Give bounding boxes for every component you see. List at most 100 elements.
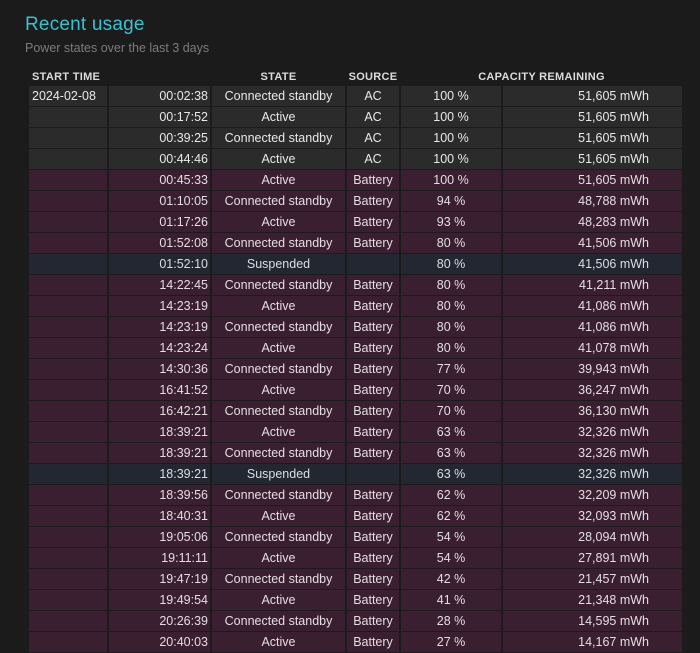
- cell-capacity-mwh: 14,595 mWh: [503, 611, 682, 632]
- cell-capacity-mwh: 39,943 mWh: [503, 359, 682, 380]
- table-row: 19:47:19 Connected standby Battery 42 % 21,4…: [29, 569, 682, 590]
- cell-capacity-mwh: 51,605 mWh: [503, 128, 682, 149]
- table-row: 00:44:46 Active AC 100 % 51,605 mWh: [29, 149, 682, 170]
- cell-capacity-percent: 42 %: [401, 569, 501, 590]
- table-row: 01:52:08 Connected standby Battery 80 % 41,5…: [29, 233, 682, 254]
- cell-state: Active: [212, 506, 345, 527]
- cell-time: 20:26:39: [109, 611, 210, 632]
- cell-capacity-percent: 41 %: [401, 590, 501, 611]
- cell-source: [347, 464, 399, 485]
- cell-capacity-mwh: 36,130 mWh: [503, 401, 682, 422]
- usage-table-body: 2024-02-08 00:02:38 Connected standby AC 100…: [29, 86, 682, 653]
- cell-state: Connected standby: [212, 191, 345, 212]
- table-row: 20:26:39 Connected standby Battery 28 % 14,5…: [29, 611, 682, 632]
- table-row: 18:39:21 Connected standby Battery 63 % 32,3…: [29, 443, 682, 464]
- cell-capacity-percent: 77 %: [401, 359, 501, 380]
- cell-source: Battery: [347, 548, 399, 569]
- cell-state: Connected standby: [212, 86, 345, 107]
- table-row: 14:23:19 Active Battery 80 % 41,086 mWh: [29, 296, 682, 317]
- cell-date: [29, 464, 107, 485]
- cell-time: 18:40:31: [109, 506, 210, 527]
- cell-capacity-percent: 54 %: [401, 527, 501, 548]
- cell-state: Active: [212, 149, 345, 170]
- cell-capacity-percent: 80 %: [401, 233, 501, 254]
- cell-date: [29, 170, 107, 191]
- table-row: 01:17:26 Active Battery 93 % 48,283 mWh: [29, 212, 682, 233]
- cell-state: Connected standby: [212, 275, 345, 296]
- cell-source: Battery: [347, 527, 399, 548]
- cell-source: Battery: [347, 632, 399, 653]
- cell-state: Active: [212, 422, 345, 443]
- cell-date: [29, 380, 107, 401]
- cell-capacity-mwh: 51,605 mWh: [503, 107, 682, 128]
- cell-date: [29, 233, 107, 254]
- table-row: 14:23:24 Active Battery 80 % 41,078 mWh: [29, 338, 682, 359]
- cell-capacity-mwh: 32,326 mWh: [503, 422, 682, 443]
- cell-source: Battery: [347, 443, 399, 464]
- table-row: 16:41:52 Active Battery 70 % 36,247 mWh: [29, 380, 682, 401]
- cell-time: 14:23:24: [109, 338, 210, 359]
- cell-state: Connected standby: [212, 443, 345, 464]
- cell-time: 01:10:05: [109, 191, 210, 212]
- cell-capacity-mwh: 32,326 mWh: [503, 443, 682, 464]
- cell-state: Connected standby: [212, 401, 345, 422]
- cell-capacity-percent: 63 %: [401, 464, 501, 485]
- cell-time: 00:17:52: [109, 107, 210, 128]
- cell-capacity-mwh: 48,283 mWh: [503, 212, 682, 233]
- cell-state: Active: [212, 296, 345, 317]
- cell-state: Connected standby: [212, 317, 345, 338]
- cell-capacity-percent: 27 %: [401, 632, 501, 653]
- cell-capacity-percent: 63 %: [401, 443, 501, 464]
- cell-capacity-mwh: 32,326 mWh: [503, 464, 682, 485]
- cell-state: Active: [212, 632, 345, 653]
- cell-time: 14:23:19: [109, 296, 210, 317]
- cell-time: 00:45:33: [109, 170, 210, 191]
- cell-capacity-percent: 70 %: [401, 401, 501, 422]
- cell-capacity-mwh: 51,605 mWh: [503, 170, 682, 191]
- cell-state: Connected standby: [212, 233, 345, 254]
- table-row: 18:39:56 Connected standby Battery 62 % 32,2…: [29, 485, 682, 506]
- cell-time: 19:11:11: [109, 548, 210, 569]
- cell-capacity-percent: 94 %: [401, 191, 501, 212]
- cell-state: Active: [212, 380, 345, 401]
- cell-time: 18:39:56: [109, 485, 210, 506]
- cell-source: AC: [347, 107, 399, 128]
- cell-time: 01:17:26: [109, 212, 210, 233]
- cell-state: Connected standby: [212, 485, 345, 506]
- cell-date: 2024-02-08: [29, 86, 107, 107]
- cell-state: Connected standby: [212, 527, 345, 548]
- table-row: 18:39:21 Active Battery 63 % 32,326 mWh: [29, 422, 682, 443]
- cell-capacity-percent: 80 %: [401, 296, 501, 317]
- cell-capacity-percent: 80 %: [401, 317, 501, 338]
- cell-source: Battery: [347, 422, 399, 443]
- cell-date: [29, 401, 107, 422]
- cell-source: Battery: [347, 233, 399, 254]
- cell-state: Active: [212, 590, 345, 611]
- table-header-row: START TIME STATE SOURCE CAPACITY REMAINI…: [29, 68, 682, 86]
- table-row: 20:40:03 Active Battery 27 % 14,167 mWh: [29, 632, 682, 653]
- cell-capacity-percent: 80 %: [401, 338, 501, 359]
- usage-table: START TIME STATE SOURCE CAPACITY REMAINI…: [27, 68, 684, 653]
- table-row: 19:11:11 Active Battery 54 % 27,891 mWh: [29, 548, 682, 569]
- cell-capacity-mwh: 32,209 mWh: [503, 485, 682, 506]
- table-row: 00:39:25 Connected standby AC 100 % 51,605 m…: [29, 128, 682, 149]
- cell-source: Battery: [347, 170, 399, 191]
- column-header-capacity-remaining: CAPACITY REMAINING: [478, 71, 605, 83]
- cell-source: AC: [347, 128, 399, 149]
- cell-capacity-mwh: 28,094 mWh: [503, 527, 682, 548]
- cell-time: 14:23:19: [109, 317, 210, 338]
- cell-capacity-mwh: 41,086 mWh: [503, 296, 682, 317]
- cell-date: [29, 548, 107, 569]
- cell-time: 16:42:21: [109, 401, 210, 422]
- cell-source: Battery: [347, 611, 399, 632]
- cell-time: 01:52:10: [109, 254, 210, 275]
- table-row: 18:40:31 Active Battery 62 % 32,093 mWh: [29, 506, 682, 527]
- page-subtitle: Power states over the last 3 days: [25, 41, 210, 55]
- cell-date: [29, 212, 107, 233]
- cell-source: Battery: [347, 401, 399, 422]
- cell-source: Battery: [347, 359, 399, 380]
- table-row: 01:52:10 Suspended 80 % 41,506 mWh: [29, 254, 682, 275]
- cell-capacity-mwh: 14,167 mWh: [503, 632, 682, 653]
- cell-date: [29, 506, 107, 527]
- cell-capacity-percent: 80 %: [401, 275, 501, 296]
